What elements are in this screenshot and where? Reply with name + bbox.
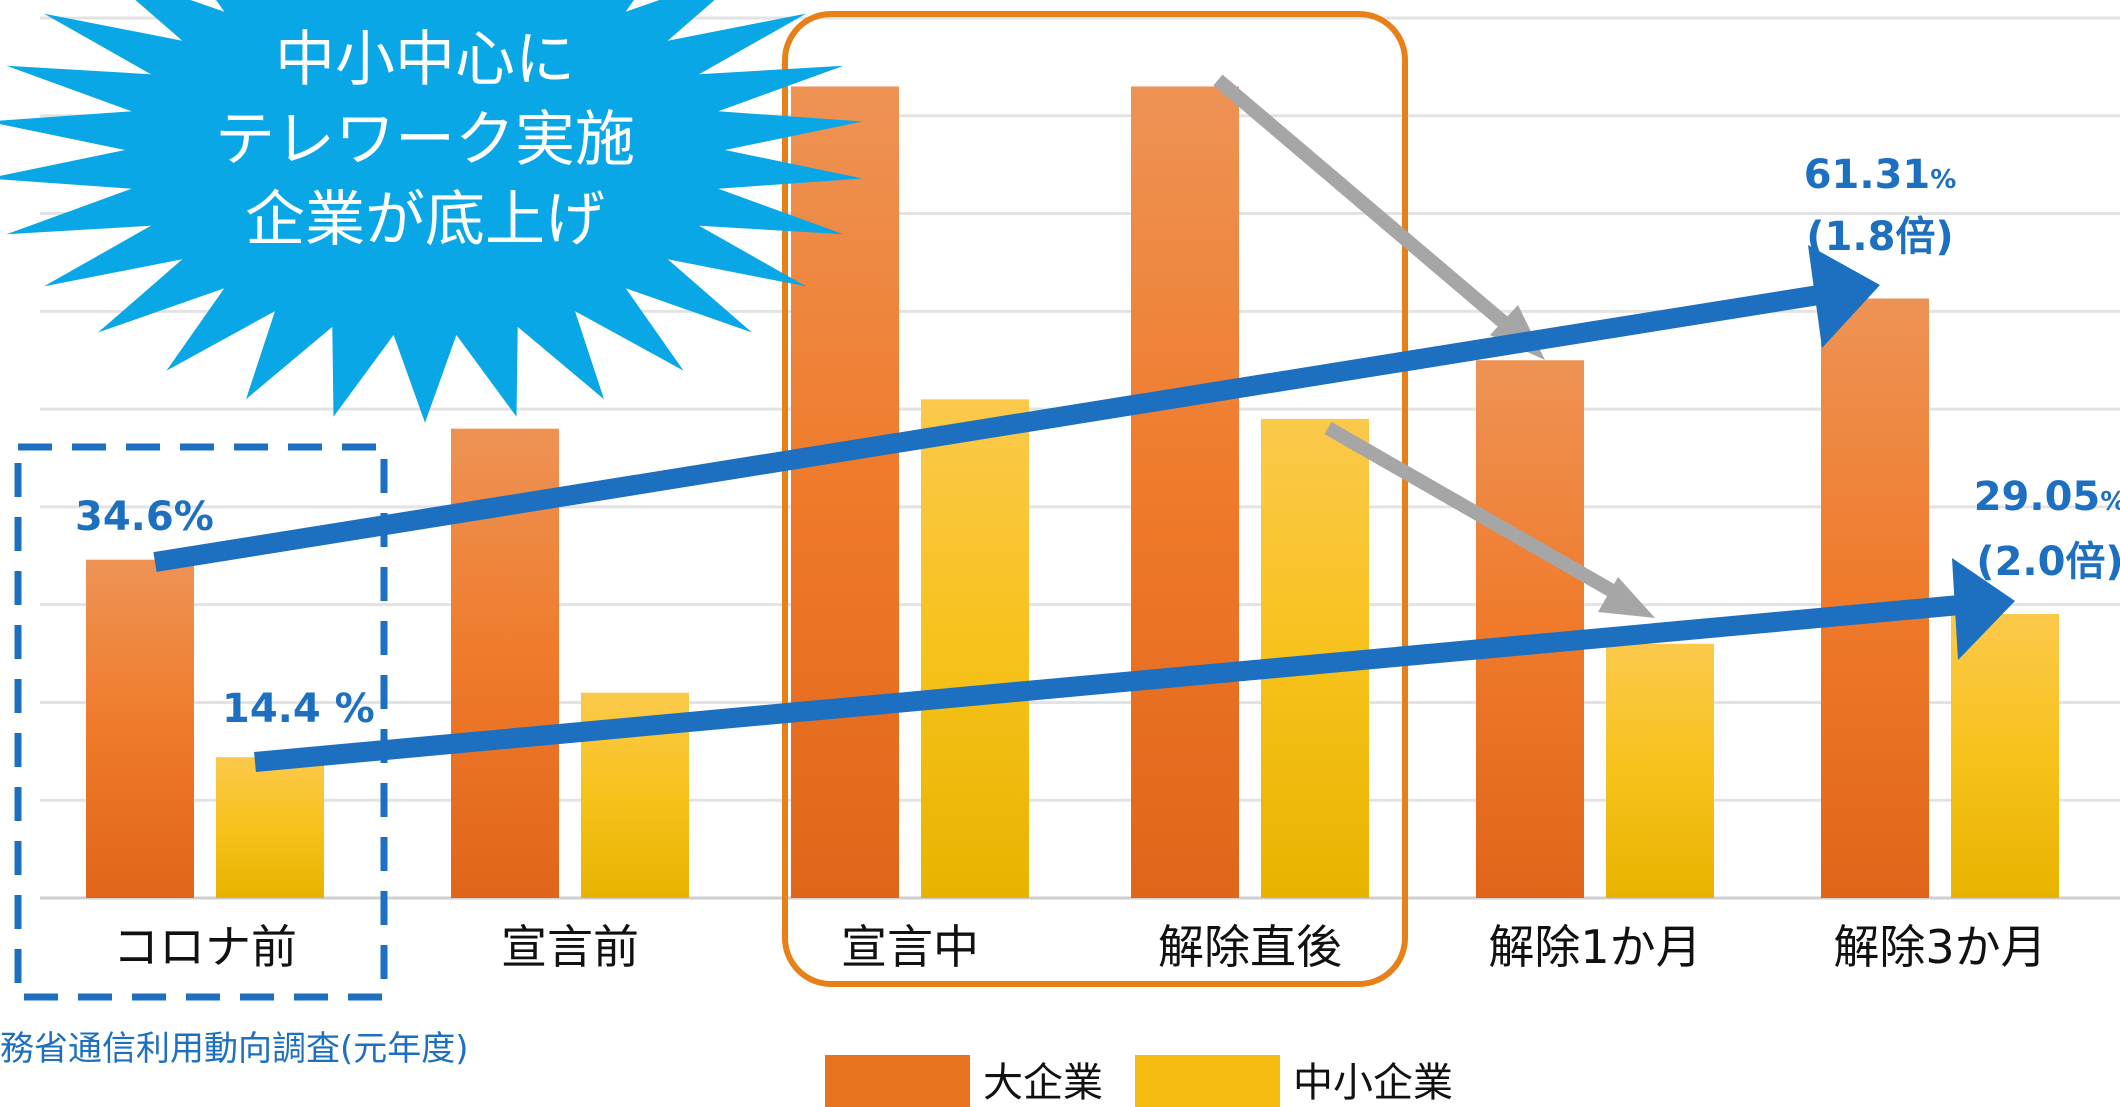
- annotation-small-end-unit: %: [2100, 487, 2120, 517]
- source-note: 務省通信利用動向調査(元年度): [0, 1029, 469, 1069]
- category-label: 解除3か月: [1833, 920, 2046, 974]
- annotation-small-end-value: 29.05%: [1974, 474, 2120, 520]
- bar-large-2: [791, 86, 899, 898]
- bar-small-0: [216, 757, 324, 898]
- callout-line-2: テレワーク実施: [215, 105, 635, 175]
- annotation-small-end-number: 29.05: [1974, 474, 2101, 520]
- category-label: 宣言中: [841, 920, 979, 974]
- bars: [86, 86, 2059, 899]
- legend-label-large: 大企業: [983, 1060, 1103, 1106]
- annotation-small-start: 14.4 %: [222, 686, 375, 732]
- annotation-small-end-ratio: (2.0倍): [1976, 539, 2120, 585]
- callout-burst: 中小中心に テレワーク実施 企業が底上げ: [0, 0, 863, 423]
- bar-large-0: [86, 559, 194, 898]
- legend-swatch-small: [1135, 1055, 1280, 1107]
- bar-large-3: [1131, 86, 1239, 898]
- bar-large-5: [1821, 298, 1929, 899]
- decline-arrow-large: [1213, 74, 1545, 360]
- legend: 大企業 中小企業: [825, 1055, 1453, 1107]
- emergency-period-highlight-box: [782, 11, 1408, 987]
- annotation-large-start: 34.6%: [75, 494, 214, 540]
- annotation-large-end-value: 61.31%: [1804, 152, 1957, 198]
- bar-small-5: [1951, 613, 2059, 898]
- legend-label-small: 中小企業: [1293, 1060, 1453, 1106]
- callout-line-3: 企業が底上げ: [245, 185, 605, 255]
- bar-large-4: [1476, 360, 1584, 898]
- annotation-large-end-ratio: (1.8倍): [1806, 214, 1953, 260]
- bar-small-4: [1606, 643, 1714, 898]
- category-label: 解除1か月: [1488, 920, 1701, 974]
- category-label: コロナ前: [113, 920, 297, 974]
- annotation-large-end-unit: %: [1930, 165, 1956, 195]
- bar-small-2: [921, 399, 1029, 898]
- legend-swatch-large: [825, 1055, 970, 1107]
- category-labels: コロナ前 宣言前 宣言中 解除直後 解除1か月 解除3か月: [113, 920, 2047, 974]
- decline-arrow-small: [1324, 421, 1655, 618]
- callout-line-1: 中小中心に: [275, 25, 575, 95]
- category-label: 解除直後: [1158, 920, 1342, 974]
- callout-burst-shape: [0, 0, 863, 423]
- annotation-large-end-number: 61.31: [1804, 152, 1931, 198]
- category-label: 宣言前: [501, 920, 639, 974]
- pre-covid-highlight-box: [14, 443, 388, 1001]
- growth-arrow-small: [254, 558, 2015, 772]
- growth-arrow-large: [153, 245, 1880, 572]
